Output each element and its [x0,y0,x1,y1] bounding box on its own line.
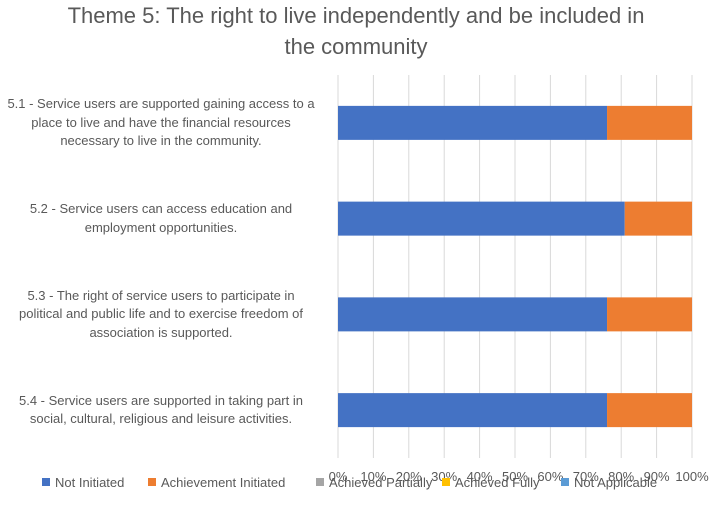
bar-segment [338,201,625,236]
category-label-line: political and public life and to exercis… [19,306,303,322]
x-tick-label: 70% [573,469,599,484]
legend-label: Not Applicable [574,475,658,490]
x-tick-label: 0% [329,469,348,484]
bar-segment [607,297,692,332]
category-label-line: place to live and have the financial res… [31,114,291,130]
bar-segment [338,393,608,428]
category-label-line: necessary to live in the community. [60,133,262,149]
legend-swatch [442,478,450,486]
chart-title-line: the community [284,34,428,59]
x-tick-label: 80% [608,469,634,484]
category-label: 5.3 - The right of service users to part… [2,287,320,343]
legend-item: Achieved Partially [316,473,432,493]
chart-title-line: Theme 5: The right to live independently… [67,3,645,28]
legend-item: Achievement Initiated [148,473,285,493]
x-tick-label: 30% [431,469,457,484]
category-label-line: 5.3 - The right of service users to part… [27,287,295,303]
bar-segment [607,105,692,140]
category-label-line: 5.4 - Service users are supported in tak… [19,392,303,408]
category-label-line: employment opportunities. [84,219,238,235]
x-tick-label: 90% [644,469,670,484]
x-tick-label: 100% [675,469,709,484]
legend-label: Achieved Partially [329,475,433,490]
x-tick-label: 60% [537,469,563,484]
category-label-line: social, cultural, religious and leisure … [29,411,293,427]
x-tick-label: 10% [360,469,386,484]
category-label: 5.4 - Service users are supported in tak… [2,392,320,429]
category-label: 5.1 - Service users are supported gainin… [2,95,320,151]
legend-swatch [148,478,156,486]
bar-segment [338,297,608,332]
category-label: 5.2 - Service users can access education… [2,200,320,237]
legend-item: Achieved Fully [442,473,540,493]
x-tick-label: 50% [502,469,528,484]
chart-title: Theme 5: The right to live independently… [0,0,712,62]
legend-label: Not Initiated [55,475,125,490]
legend-swatch [561,478,569,486]
category-label-line: 5.2 - Service users can access education… [29,201,293,217]
legend-label: Achievement Initiated [161,475,286,490]
legend: Not Initiated Achievement Initiated Achiev… [0,473,712,493]
x-tick-label: 40% [467,469,493,484]
category-label-line: association is supported. [89,324,233,340]
legend-swatch [316,478,324,486]
legend-item: Not Initiated [42,473,124,493]
legend-swatch [42,478,50,486]
legend-item: Not Applicable [561,473,657,493]
category-label-line: 5.1 - Service users are supported gainin… [7,96,315,112]
bar-segment [624,201,692,236]
bar-segment [338,105,608,140]
x-tick-label: 20% [396,469,422,484]
bar-segment [607,393,692,428]
legend-label: Achieved Fully [455,475,540,490]
